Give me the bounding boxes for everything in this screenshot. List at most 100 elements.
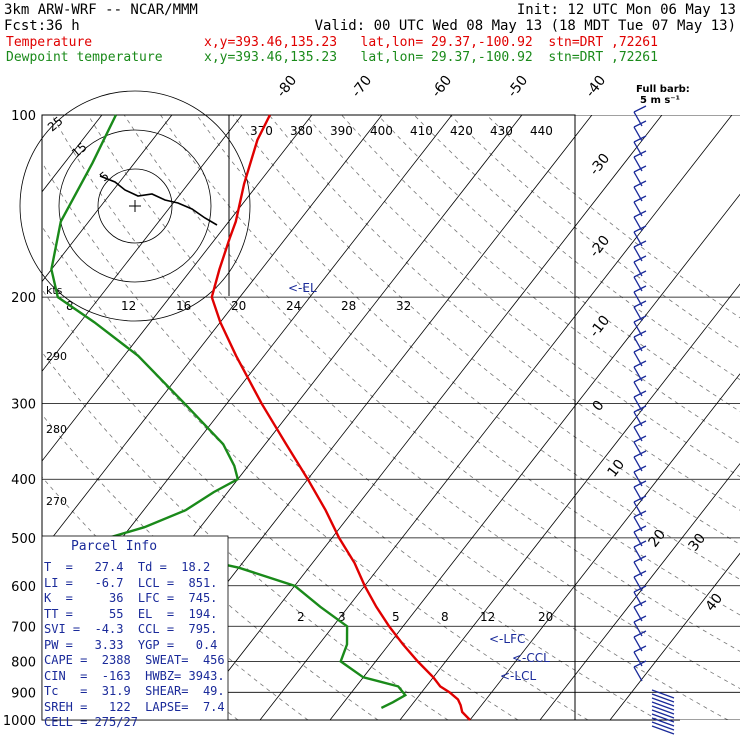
pressure-tick-label: 1000 — [3, 714, 36, 729]
isotherm-label: 20 — [646, 527, 670, 551]
isotherm-line — [329, 193, 740, 720]
wind-barb — [633, 435, 647, 443]
mixing-ratio-label: 2 — [297, 610, 305, 624]
theta-label: 410 — [410, 124, 433, 138]
wind-barb — [633, 330, 647, 338]
parcel-info-row: CAPE = 2388 SWEAT= 456 — [44, 653, 225, 667]
hodograph-speed-label: 24 — [286, 299, 301, 313]
parcel-info-row: CELL = 275/27 — [44, 715, 138, 729]
wind-barb — [651, 721, 675, 731]
isotherm-label: -30 — [587, 151, 614, 179]
dry-adiabat-line — [232, 115, 740, 545]
isotherm-label: 30 — [686, 531, 710, 555]
level-annotation: <-LFC — [489, 632, 525, 646]
hodograph-trace — [99, 175, 218, 226]
dry-adiabat-line — [42, 288, 519, 720]
wind-barb — [633, 225, 647, 233]
hodograph-ring-label: 5 — [97, 169, 112, 185]
wind-barb — [633, 300, 647, 308]
wind-barb — [633, 210, 647, 218]
hodograph-ring — [97, 168, 173, 244]
wind-barb — [633, 255, 647, 263]
wind-barb — [633, 180, 647, 188]
pressure-tick-label: 200 — [11, 291, 36, 306]
dry-adiabat-line — [42, 225, 589, 720]
dry-adiabat-line — [377, 115, 740, 413]
isotherm-line — [539, 462, 740, 720]
mixing-ratio-label: 3 — [338, 610, 346, 624]
wind-barb — [633, 525, 647, 533]
hodograph-speed-label: 32 — [396, 299, 411, 313]
hodograph-ring — [58, 129, 212, 283]
hodograph-speed-label: 20 — [231, 299, 246, 313]
theta-label: 440 — [530, 124, 553, 138]
wind-barb — [633, 480, 647, 488]
wind-barb — [633, 375, 647, 383]
wind-barb — [633, 345, 647, 353]
dewpoint-legend: Dewpoint temperature — [6, 50, 163, 65]
wind-barb — [633, 360, 647, 368]
wind-barb — [633, 570, 647, 578]
wind-barb — [651, 705, 675, 715]
isotherm-line — [469, 373, 740, 720]
wind-barb — [633, 135, 647, 143]
theta-label: 390 — [330, 124, 353, 138]
mixing-ratio-label: 8 — [441, 610, 449, 624]
wind-barb — [633, 240, 647, 248]
parcel-info-row: TT = 55 EL = 194. — [44, 606, 218, 621]
fcst-label: Fcst: — [4, 18, 47, 34]
dewpoint-profile — [50, 114, 408, 709]
parcel-info-title: Parcel Info — [70, 539, 158, 554]
pressure-tick-label: 400 — [11, 473, 36, 488]
init-time: Init: 12 UTC Mon 06 May 13 — [516, 2, 736, 18]
pressure-tick-label: 100 — [11, 109, 36, 124]
mixing-ratio-label: 5 — [392, 610, 400, 624]
theta-e-label: 280 — [46, 423, 67, 436]
wind-barb — [633, 510, 647, 518]
wind-barb — [633, 150, 647, 158]
level-annotation: <-CCL — [512, 651, 550, 665]
model-title: 3km ARW-WRF -- NCAR/MMM — [4, 2, 198, 18]
wind-barb — [633, 585, 647, 593]
wind-barb — [651, 693, 675, 703]
isotherm-line — [609, 552, 740, 720]
valid-time: Valid: 00 UTC Wed 08 May 13 (18 MDT Tue … — [314, 18, 736, 34]
wind-barb — [633, 420, 647, 428]
wind-barb — [633, 120, 647, 128]
hodograph-speed-label: 12 — [121, 299, 136, 313]
pressure-tick-label: 300 — [11, 398, 36, 413]
wind-barb — [651, 717, 675, 727]
wind-barb — [633, 555, 647, 563]
hodograph-speed-label: 28 — [341, 299, 356, 313]
dry-adiabat-line — [268, 115, 740, 511]
parcel-info-row: SVI = -4.3 CCL = 795. — [44, 622, 218, 636]
wind-barb — [633, 540, 647, 548]
pressure-tick-label: 500 — [11, 532, 36, 547]
mixing-ratio-label: 12 — [480, 610, 495, 624]
theta-e-label: 290 — [46, 350, 67, 363]
wind-barb — [633, 660, 647, 668]
isotherm-line — [399, 283, 740, 720]
isotherm-label: -70 — [349, 73, 376, 101]
hodograph-ring — [19, 90, 251, 322]
pressure-tick-label: 900 — [11, 686, 36, 701]
isotherm-line — [189, 115, 663, 720]
parcel-info-row: PW = 3.33 YGP = 0.4 — [44, 637, 218, 652]
pressure-tick-label: 800 — [11, 655, 36, 670]
wind-barb — [633, 390, 647, 398]
level-annotation: <-EL — [288, 281, 317, 295]
parcel-info-row: CIN = -163 HWBZ= 3943. — [44, 668, 225, 683]
isotherm-label: -80 — [274, 73, 301, 101]
wind-barb — [651, 697, 675, 707]
parcel-info-row: Tc = 31.9 SHEAR= 49. — [44, 684, 225, 698]
dry-adiabat-line — [486, 115, 740, 319]
wind-barb — [651, 725, 675, 735]
wind-barb — [633, 315, 647, 323]
barb-legend-units: 5 m s⁻¹ — [640, 95, 680, 106]
dry-adiabat-line — [450, 115, 740, 349]
wind-barb — [633, 666, 643, 682]
wind-barb — [633, 600, 647, 608]
